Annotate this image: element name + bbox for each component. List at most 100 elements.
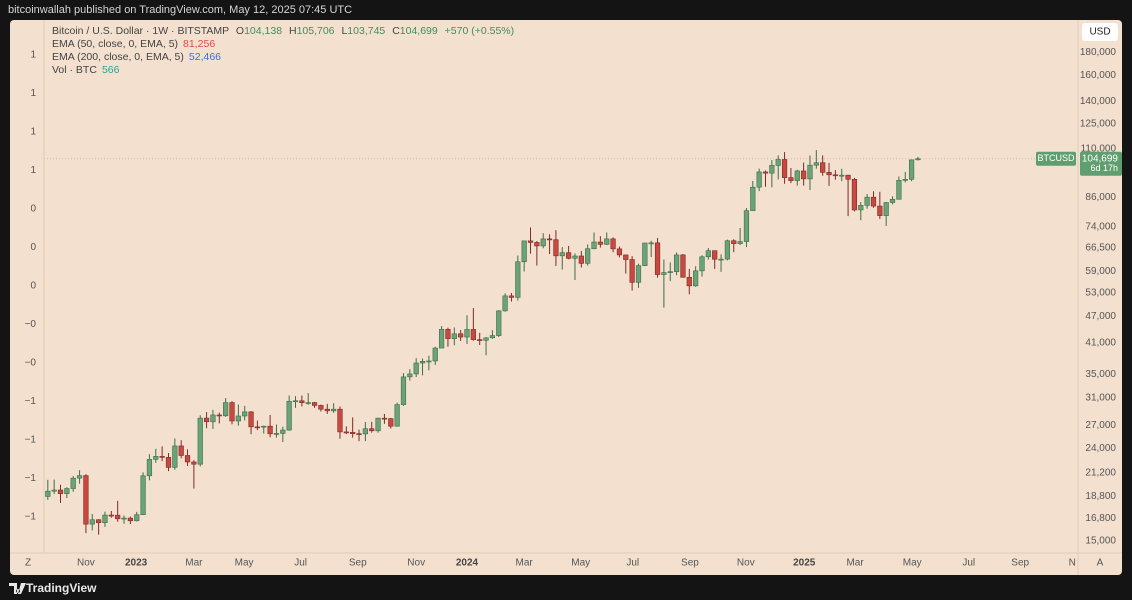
candle-body xyxy=(70,477,76,489)
candle-body xyxy=(191,461,197,465)
indicator-value: 566 xyxy=(102,64,120,76)
symbol-name: Bitcoin / U.S. Dollar · 1W · BITSTAMP xyxy=(52,25,229,37)
ohlc-value: 104,699 xyxy=(400,25,438,37)
ohlc-value: 103,745 xyxy=(347,25,385,37)
candle-body xyxy=(502,295,508,312)
y-tick-label: 53,000 xyxy=(1085,287,1116,298)
candle-body xyxy=(648,242,654,245)
x-tick-label: Jul xyxy=(962,558,975,569)
left-axis-label: −0 xyxy=(25,358,37,369)
candle-body xyxy=(121,517,127,520)
candle-body xyxy=(292,400,299,403)
candle-body xyxy=(794,170,800,181)
candle-body xyxy=(127,517,133,522)
candle-body xyxy=(203,417,210,423)
y-tick-label: 180,000 xyxy=(1080,47,1117,58)
candle-body xyxy=(331,408,337,412)
candle-body xyxy=(820,162,826,173)
candle-body xyxy=(375,417,381,432)
x-tick-label: Nov xyxy=(407,558,425,569)
scale-button[interactable]: A xyxy=(1097,558,1104,569)
candle-body xyxy=(426,360,432,363)
candle-body xyxy=(172,445,178,468)
candle-body xyxy=(585,248,591,264)
bar-countdown: 6d 17h xyxy=(1090,163,1118,173)
candle-body xyxy=(781,159,788,178)
candle-body xyxy=(89,519,95,525)
candle-body xyxy=(178,445,184,456)
y-tick-label: 66,500 xyxy=(1085,243,1116,254)
x-tick-label: Sep xyxy=(1011,558,1029,569)
candle-body xyxy=(381,417,388,420)
candle-body xyxy=(394,404,400,427)
price-tag: 104,699 xyxy=(1082,153,1119,164)
currency[interactable]: USD xyxy=(1089,27,1110,38)
candle-body xyxy=(864,196,870,206)
candle-body xyxy=(832,174,838,177)
indicator-row: EMA (200, close, 0, EMA, 5) 52,466 xyxy=(52,51,221,63)
x-tick-label: Mar xyxy=(846,558,864,569)
left-axis-label: −0 xyxy=(25,319,37,330)
x-tick-label: Mar xyxy=(516,558,534,569)
candle-body xyxy=(477,339,483,341)
candle-body xyxy=(775,159,781,166)
candle-body xyxy=(527,240,534,243)
candle-body xyxy=(280,429,286,434)
candle-body xyxy=(540,238,546,247)
left-axis-label: 1 xyxy=(30,127,36,138)
candle-body xyxy=(870,196,877,207)
candle-body xyxy=(407,373,413,378)
candle-body xyxy=(432,347,438,362)
candle-body xyxy=(445,329,451,339)
candle-body xyxy=(470,329,476,340)
candle-body xyxy=(813,162,819,166)
candle-body xyxy=(229,402,235,422)
y-tick-label: 125,000 xyxy=(1080,119,1117,130)
x-tick-label: Sep xyxy=(349,558,367,569)
x-tick-label: May xyxy=(235,558,254,569)
candle-body xyxy=(673,254,680,272)
candle-body xyxy=(521,240,527,263)
candle-body xyxy=(286,400,292,431)
candle-body xyxy=(324,408,330,412)
scale-button[interactable]: Z xyxy=(25,558,31,569)
candle-body xyxy=(750,186,756,211)
candle-body xyxy=(661,272,667,275)
x-tick-label: Jul xyxy=(626,558,639,569)
candle-body xyxy=(159,456,165,458)
candle-body xyxy=(718,258,724,261)
candle-body xyxy=(362,428,368,435)
indicator-value: 52,466 xyxy=(189,51,221,63)
candle-body xyxy=(242,411,248,417)
candle-body xyxy=(438,329,445,349)
candle-body xyxy=(197,417,203,465)
y-tick-label: 47,000 xyxy=(1085,311,1116,322)
candle-body xyxy=(667,271,673,273)
candle-body xyxy=(515,261,521,298)
y-tick-label: 160,000 xyxy=(1080,70,1117,81)
candle-body xyxy=(134,514,140,522)
candle-body xyxy=(146,459,153,477)
candle-body xyxy=(165,457,172,468)
candle-body xyxy=(369,428,375,432)
candle-body xyxy=(216,414,222,417)
left-axis-label: −1 xyxy=(25,512,37,523)
candle-body xyxy=(546,238,553,241)
candle-body xyxy=(801,170,807,180)
candle-body xyxy=(591,241,597,250)
legend-ohlc: Bitcoin / U.S. Dollar · 1W · BITSTAMP O1… xyxy=(52,25,514,37)
candle-body xyxy=(712,250,718,260)
candle-body xyxy=(64,488,70,494)
x-tick-label: 2023 xyxy=(125,558,148,569)
candle-body xyxy=(788,177,794,181)
x-tick-label: Sep xyxy=(681,558,699,569)
y-tick-label: 74,000 xyxy=(1085,222,1116,233)
candle-body xyxy=(680,254,686,278)
y-tick-label: 35,000 xyxy=(1085,369,1116,380)
candle-body xyxy=(273,433,280,435)
candle-body xyxy=(705,250,711,258)
brand-logo: TradingView xyxy=(9,581,97,595)
currency-box[interactable] xyxy=(1082,23,1118,41)
